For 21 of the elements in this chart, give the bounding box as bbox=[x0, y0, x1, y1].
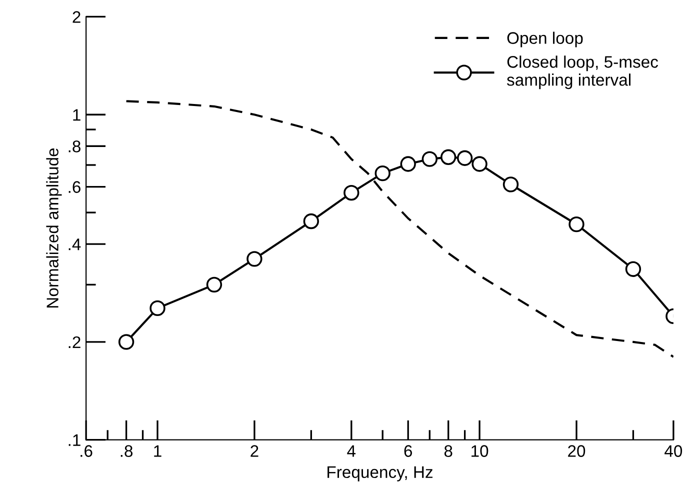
x-tick-label: 10 bbox=[472, 445, 488, 457]
y-tick-label: .8 bbox=[68, 140, 80, 152]
x-tick-label: 40 bbox=[664, 445, 682, 457]
y-tick-label: 2 bbox=[72, 11, 80, 23]
y-tick-label: .1 bbox=[68, 434, 80, 446]
legend-label: Open loop bbox=[507, 32, 583, 48]
y-tick-label: .2 bbox=[68, 336, 80, 348]
x-tick-label: 2 bbox=[250, 445, 258, 457]
x-tick-label: 20 bbox=[568, 445, 586, 457]
y-axis-title: Normalized amplitude bbox=[46, 148, 62, 308]
y-tick-label: 1 bbox=[73, 109, 80, 121]
x-tick-label: .6 bbox=[80, 445, 92, 457]
y-tick-label: .6 bbox=[68, 181, 80, 193]
x-axis-title: Frequency, Hz bbox=[328, 466, 432, 482]
x-tick-label: 4 bbox=[347, 445, 356, 457]
x-tick-label: 1 bbox=[154, 445, 162, 457]
y-tick-label: .4 bbox=[68, 238, 81, 250]
x-tick-label: .8 bbox=[120, 445, 133, 457]
x-tick-label: 6 bbox=[404, 445, 412, 457]
x-tick-label: 8 bbox=[444, 445, 452, 457]
legend-label: Closed loop, 5-msec sampling interval bbox=[506, 56, 658, 90]
